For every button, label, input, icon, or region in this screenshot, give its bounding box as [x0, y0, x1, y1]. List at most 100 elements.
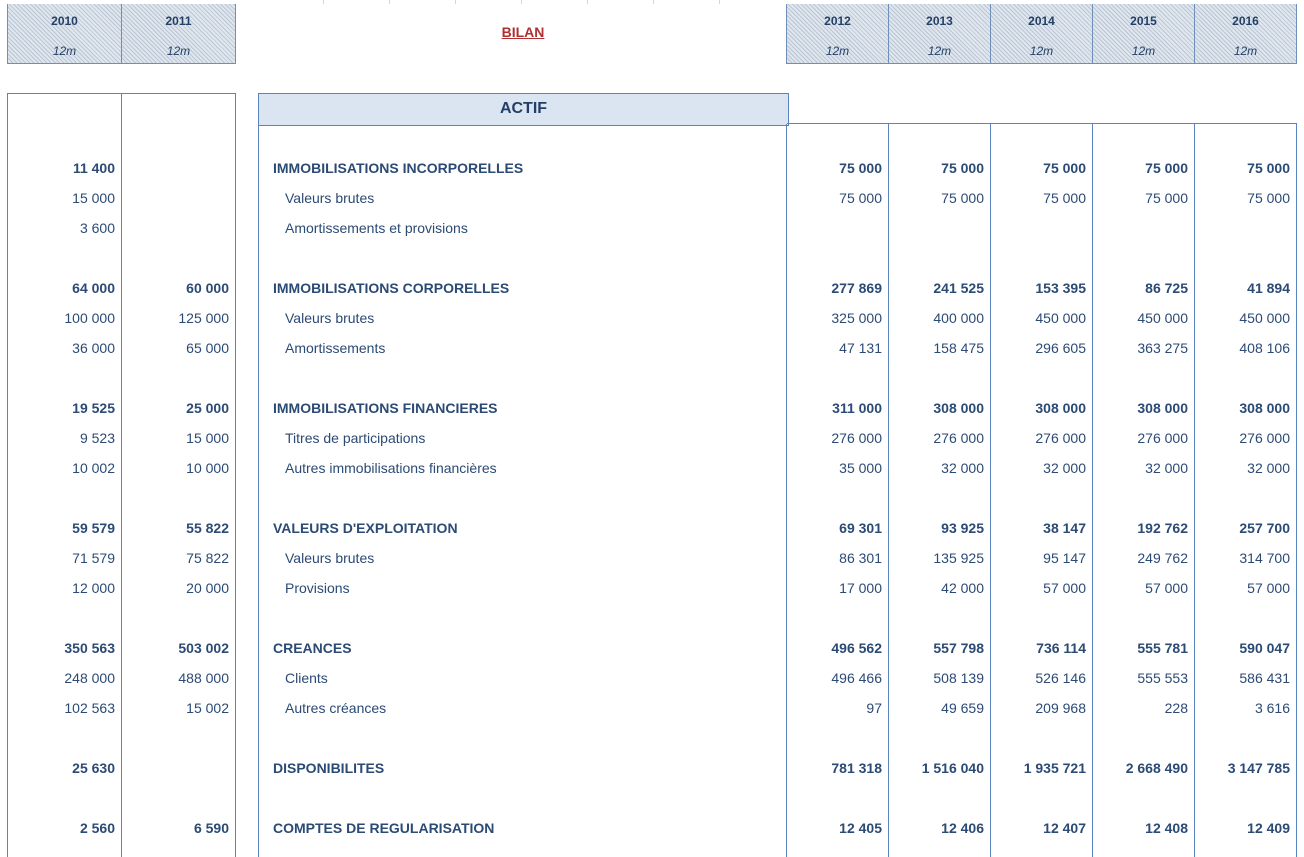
year-label: 2014: [1028, 14, 1055, 28]
value-cell: [1195, 218, 1290, 238]
value-cell: 20 000: [186, 580, 229, 596]
period-label: 12m: [52, 44, 77, 58]
value-cell: 75 000: [1247, 190, 1290, 206]
value-cell: 296 605: [1035, 340, 1086, 356]
grid-tick: [521, 0, 522, 4]
year-header-2011: 2011 12m: [122, 4, 236, 64]
value-cell: 25 630: [72, 760, 115, 776]
value-cell: 736 114: [1036, 640, 1086, 656]
column-border: [888, 124, 889, 857]
value-cell: 86 301: [839, 550, 882, 566]
value-cell: 19 525: [72, 400, 115, 416]
value-cell: 526 146: [1035, 670, 1086, 686]
column-border: [258, 124, 259, 857]
value-cell: 32 000: [1145, 460, 1188, 476]
value-cell: [122, 158, 229, 178]
year-label: 2011: [165, 14, 192, 28]
value-cell: [1093, 218, 1188, 238]
value-cell: 363 275: [1137, 340, 1188, 356]
value-cell: 93 925: [941, 520, 984, 536]
value-cell: 32 000: [1043, 460, 1086, 476]
grid-tick: [389, 0, 390, 4]
value-cell: 11 400: [72, 160, 115, 176]
period-label: 12m: [1029, 44, 1054, 58]
year-header-2016: 2016 12m: [1195, 4, 1297, 64]
value-cell: [787, 218, 882, 238]
row-label: Autres créances: [285, 700, 387, 716]
value-cell: 10 002: [72, 460, 115, 476]
value-cell: 64 000: [72, 280, 115, 296]
row-label: Valeurs brutes: [285, 310, 375, 326]
column-border: [990, 124, 991, 857]
value-cell: 555 781: [1137, 640, 1188, 656]
value-cell: 36 000: [72, 340, 115, 356]
value-cell: 314 700: [1239, 550, 1290, 566]
column-border: [235, 93, 236, 857]
value-cell: 75 000: [1043, 160, 1086, 176]
value-cell: 488 000: [178, 670, 229, 686]
year-label: 2016: [1232, 14, 1259, 28]
value-cell: 95 147: [1043, 550, 1086, 566]
value-cell: 1 516 040: [921, 760, 984, 776]
value-cell: 75 000: [839, 160, 882, 176]
year-header-2012: 2012 12m: [786, 4, 889, 64]
value-cell: 192 762: [1137, 520, 1188, 536]
row-label: Valeurs brutes: [285, 550, 375, 566]
value-cell: [122, 218, 229, 238]
row-label: Provisions: [285, 580, 350, 596]
value-cell: 75 000: [941, 190, 984, 206]
column-border: [7, 93, 8, 857]
value-cell: 9 523: [79, 430, 115, 446]
value-cell: 12 408: [1145, 820, 1188, 836]
value-cell: 450 000: [1137, 310, 1188, 326]
value-cell: 6 590: [193, 820, 229, 836]
row-label: COMPTES DE REGULARISATION: [273, 820, 495, 836]
value-cell: 75 000: [839, 190, 882, 206]
section-header-actif: ACTIF: [258, 93, 789, 126]
period-label: 12m: [1131, 44, 1156, 58]
grid-tick: [455, 0, 456, 4]
value-cell: 153 395: [1035, 280, 1086, 296]
value-cell: 311 000: [832, 400, 882, 416]
value-cell: 276 000: [1137, 430, 1188, 446]
value-cell: 257 700: [1239, 520, 1290, 536]
row-label: VALEURS D'EXPLOITATION: [273, 520, 458, 536]
year-header-2013: 2013 12m: [889, 4, 991, 64]
value-cell: 47 131: [839, 340, 882, 356]
row-label: Titres de participations: [285, 430, 426, 446]
value-cell: 75 000: [1145, 160, 1188, 176]
value-cell: 25 000: [186, 400, 229, 416]
value-cell: 75 000: [941, 160, 984, 176]
value-cell: 71 579: [72, 550, 115, 566]
row-label: Amortissements et provisions: [285, 220, 468, 236]
value-cell: 57 000: [1145, 580, 1188, 596]
value-cell: 3 600: [79, 220, 115, 236]
value-cell: 12 407: [1043, 820, 1086, 836]
value-cell: 276 000: [831, 430, 882, 446]
value-cell: 325 000: [831, 310, 882, 326]
period-label: 12m: [166, 44, 191, 58]
value-cell: 55 822: [186, 520, 229, 536]
value-cell: 590 047: [1239, 640, 1290, 656]
value-cell: [889, 218, 984, 238]
right-table-top-border: [787, 123, 1297, 124]
value-cell: 555 553: [1137, 670, 1188, 686]
value-cell: 209 968: [1035, 700, 1086, 716]
grid-tick: [653, 0, 654, 4]
year-header-2015: 2015 12m: [1093, 4, 1195, 64]
value-cell: 75 000: [1043, 190, 1086, 206]
value-cell: 57 000: [1247, 580, 1290, 596]
value-cell: 75 822: [186, 550, 229, 566]
grid-tick: [323, 0, 324, 4]
column-border: [1296, 124, 1297, 857]
grid-tick: [719, 0, 720, 4]
period-label: 12m: [1233, 44, 1258, 58]
value-cell: 241 525: [933, 280, 984, 296]
value-cell: 2 560: [79, 820, 115, 836]
year-header-2010: 2010 12m: [7, 4, 122, 64]
value-cell: 69 301: [839, 520, 882, 536]
value-cell: 12 409: [1247, 820, 1290, 836]
year-label: 2012: [824, 14, 851, 28]
value-cell: 102 563: [64, 700, 115, 716]
value-cell: [991, 218, 1086, 238]
